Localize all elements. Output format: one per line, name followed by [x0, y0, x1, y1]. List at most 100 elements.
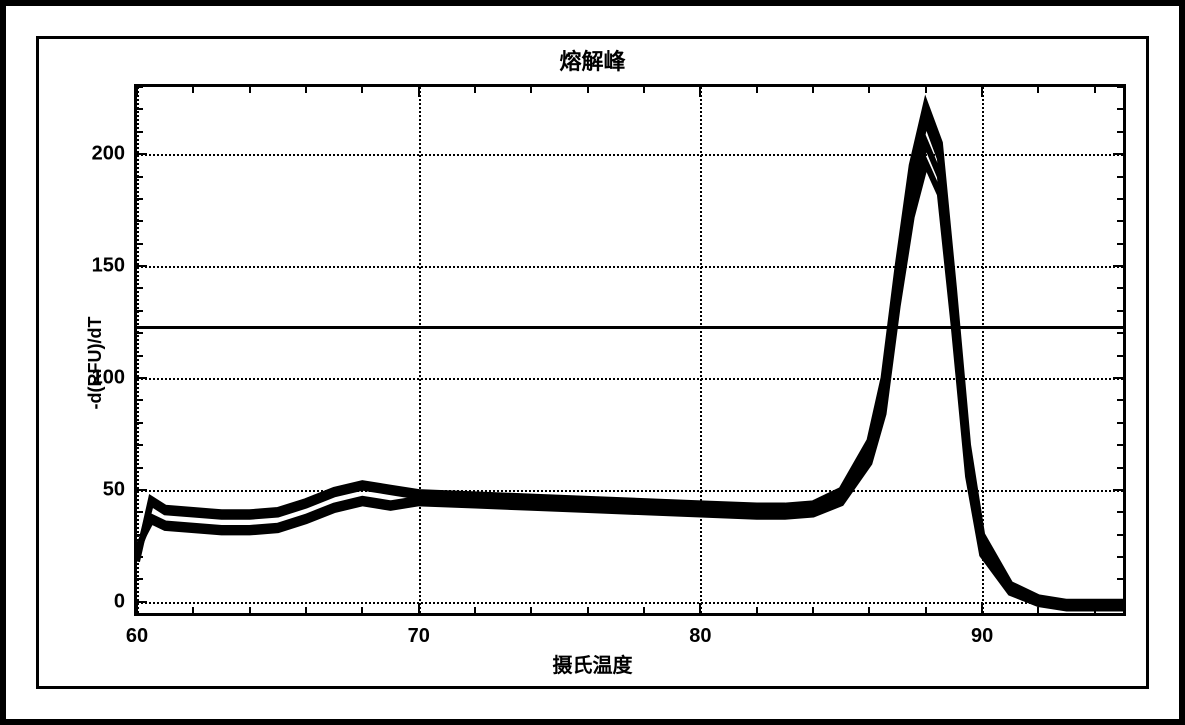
y-tick-mark	[1117, 355, 1123, 357]
x-tick-label: 60	[126, 613, 148, 648]
y-tick-mark	[137, 287, 143, 289]
y-tick-mark	[137, 422, 143, 424]
y-tick-mark	[1113, 377, 1123, 379]
y-tick-mark	[1117, 86, 1123, 88]
outer-frame: 熔解峰 -d(RFU)/dT 摄氏温度 05010015020060708090	[0, 0, 1185, 725]
grid-line-horizontal	[137, 266, 1123, 268]
grid-line-horizontal	[137, 602, 1123, 604]
melt-curve	[137, 163, 1123, 608]
x-tick-mark	[925, 607, 927, 613]
y-tick-mark	[137, 265, 147, 267]
x-tick-mark	[1094, 87, 1096, 93]
x-tick-mark	[756, 607, 758, 613]
melt-curves	[137, 87, 1123, 613]
x-tick-mark	[418, 603, 420, 613]
y-tick-mark	[137, 467, 143, 469]
y-tick-mark	[1117, 108, 1123, 110]
y-tick-mark	[137, 601, 147, 603]
x-tick-mark	[192, 87, 194, 93]
y-tick-mark	[137, 377, 147, 379]
y-tick-mark	[137, 511, 143, 513]
x-tick-mark	[587, 607, 589, 613]
y-tick-mark	[1113, 153, 1123, 155]
y-tick-mark	[137, 355, 143, 357]
x-tick-mark	[418, 87, 420, 97]
y-tick-mark	[1117, 176, 1123, 178]
inner-frame: 熔解峰 -d(RFU)/dT 摄氏温度 05010015020060708090	[36, 36, 1149, 689]
y-tick-label: 100	[92, 366, 137, 389]
grid-line-vertical	[982, 87, 984, 613]
y-tick-mark	[137, 176, 143, 178]
y-tick-label: 0	[114, 590, 137, 613]
x-tick-mark	[643, 607, 645, 613]
y-tick-mark	[1117, 556, 1123, 558]
x-tick-mark	[868, 87, 870, 93]
y-tick-mark	[1117, 444, 1123, 446]
x-tick-mark	[1037, 87, 1039, 93]
x-tick-mark	[587, 87, 589, 93]
x-tick-mark	[643, 87, 645, 93]
x-tick-mark	[925, 87, 927, 93]
x-tick-label: 70	[408, 613, 430, 648]
x-tick-mark	[474, 87, 476, 93]
threshold-line	[137, 326, 1123, 329]
y-tick-mark	[137, 534, 143, 536]
y-tick-mark	[137, 310, 143, 312]
y-tick-label: 200	[92, 143, 137, 166]
x-tick-mark	[305, 607, 307, 613]
grid-line-vertical	[419, 87, 421, 613]
y-tick-mark	[137, 198, 143, 200]
y-tick-mark	[1117, 422, 1123, 424]
y-tick-mark	[1117, 534, 1123, 536]
y-tick-mark	[137, 489, 147, 491]
x-tick-mark	[981, 603, 983, 613]
y-tick-mark	[1117, 467, 1123, 469]
x-tick-label: 90	[971, 613, 993, 648]
x-tick-mark	[812, 87, 814, 93]
x-tick-mark	[699, 603, 701, 613]
y-tick-mark	[137, 444, 143, 446]
y-tick-mark	[1117, 220, 1123, 222]
x-tick-mark	[868, 607, 870, 613]
x-tick-mark	[530, 607, 532, 613]
y-tick-mark	[1117, 399, 1123, 401]
y-tick-mark	[137, 556, 143, 558]
y-tick-mark	[137, 153, 147, 155]
grid-line-horizontal	[137, 490, 1123, 492]
x-tick-mark	[530, 87, 532, 93]
x-tick-mark	[305, 87, 307, 93]
x-axis-label: 摄氏温度	[39, 649, 1146, 678]
y-tick-mark	[1117, 310, 1123, 312]
x-tick-mark	[249, 87, 251, 93]
x-tick-mark	[136, 87, 138, 97]
y-tick-mark	[1113, 601, 1123, 603]
melt-curve	[137, 143, 1123, 606]
y-tick-mark	[137, 131, 143, 133]
y-tick-mark	[1113, 489, 1123, 491]
y-tick-mark	[137, 578, 143, 580]
y-tick-mark	[1117, 511, 1123, 513]
x-tick-mark	[361, 87, 363, 93]
y-tick-label: 150	[92, 255, 137, 278]
y-tick-mark	[137, 108, 143, 110]
x-tick-mark	[136, 603, 138, 613]
x-tick-mark	[361, 607, 363, 613]
y-tick-mark	[1113, 265, 1123, 267]
y-axis-label: -d(RFU)/dT	[85, 316, 106, 409]
x-tick-mark	[1037, 607, 1039, 613]
x-tick-mark	[192, 607, 194, 613]
y-tick-mark	[1117, 198, 1123, 200]
y-tick-mark	[137, 243, 143, 245]
y-tick-mark	[1117, 243, 1123, 245]
x-tick-mark	[981, 87, 983, 97]
y-tick-label: 50	[103, 478, 137, 501]
x-tick-mark	[474, 607, 476, 613]
plot-area: 05010015020060708090	[134, 84, 1126, 616]
x-tick-mark	[756, 87, 758, 93]
y-tick-mark	[137, 220, 143, 222]
y-tick-mark	[137, 399, 143, 401]
grid-line-horizontal	[137, 378, 1123, 380]
x-tick-mark	[1094, 607, 1096, 613]
chart-title: 熔解峰	[39, 44, 1146, 76]
y-tick-mark	[137, 332, 143, 334]
